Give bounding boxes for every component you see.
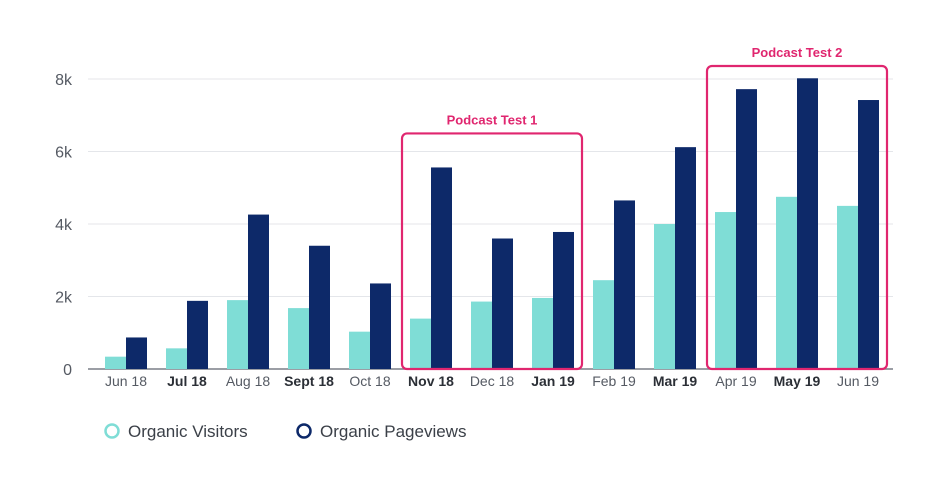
bar-organic-visitors-jan-19: [532, 297, 553, 369]
bar-organic-visitors-oct-18: [349, 331, 370, 369]
y-tick-label: 4k: [55, 217, 73, 234]
x-axis-tick-labels: Jun 18 Jul 18 Aug 18 Sept 18 Oct 18 Nov 18 Dec…: [105, 373, 879, 389]
bar-organic-pageviews-feb-19: [614, 200, 635, 369]
bar-organic-visitors-jun-18: [105, 356, 126, 369]
bar-organic-visitors-jun-19: [837, 205, 858, 369]
legend-marker-icon: [104, 423, 120, 439]
y-tick-label: 8k: [55, 72, 73, 89]
y-tick-label: 0: [63, 362, 72, 379]
x-tick-label: Apr 19: [715, 373, 756, 389]
bar-organic-pageviews-sept-18: [309, 245, 330, 369]
y-tick-label: 2k: [55, 290, 73, 307]
y-axis-tick-labels: 0 2k 4k 6k 8k: [55, 72, 73, 379]
bar-organic-pageviews-mar-19: [675, 147, 696, 369]
bar-organic-pageviews-dec-18: [492, 238, 513, 369]
bar-organic-visitors-aug-18: [227, 300, 248, 369]
legend-label: Organic Pageviews: [320, 422, 466, 441]
podcast-test-label: Podcast Test 1: [447, 112, 538, 127]
x-tick-label: Nov 18: [408, 373, 454, 389]
x-tick-label: Dec 18: [470, 373, 515, 389]
bar-organic-pageviews-jul-18: [187, 300, 208, 369]
bar-organic-visitors-nov-18: [410, 318, 431, 369]
x-tick-label: Jan 19: [531, 373, 575, 389]
x-tick-label: Jun 19: [837, 373, 879, 389]
x-tick-label: Sept 18: [284, 373, 334, 389]
bar-organic-visitors-mar-19: [654, 224, 675, 369]
bar-organic-visitors-sept-18: [288, 308, 309, 369]
x-tick-label: Oct 18: [349, 373, 390, 389]
bar-organic-pageviews-jun-19: [858, 100, 879, 370]
bar-organic-pageviews-apr-19: [736, 89, 757, 370]
bar-organic-visitors-dec-18: [471, 301, 492, 369]
bar-organic-pageviews-oct-18: [370, 283, 391, 369]
x-tick-label: Feb 19: [592, 373, 636, 389]
bar-organic-visitors-jul-18: [166, 348, 187, 369]
bar-organic-visitors-feb-19: [593, 280, 614, 369]
x-tick-label: Aug 18: [226, 373, 271, 389]
annotation-boxes: Podcast Test 1 Podcast Test 2: [400, 45, 889, 371]
legend-label: Organic Visitors: [128, 422, 248, 441]
bar-organic-pageviews-aug-18: [248, 214, 269, 369]
x-tick-label: Jul 18: [167, 373, 207, 389]
bars: [105, 78, 879, 370]
legend-marker-icon: [296, 423, 312, 439]
bar-organic-pageviews-may-19: [797, 78, 818, 370]
podcast-test-box: [705, 64, 889, 371]
x-tick-label: May 19: [774, 373, 821, 389]
y-tick-label: 6k: [55, 145, 73, 162]
podcast-test-box: [400, 132, 584, 371]
x-tick-label: Jun 18: [105, 373, 147, 389]
bar-organic-visitors-may-19: [776, 196, 797, 369]
legend: Organic Visitors Organic Pageviews: [104, 422, 466, 441]
bar-organic-pageviews-jan-19: [553, 231, 574, 369]
bar-organic-pageviews-nov-18: [431, 167, 452, 369]
x-tick-label: Mar 19: [653, 373, 698, 389]
bar-organic-visitors-apr-19: [715, 212, 736, 369]
bar-organic-pageviews-jun-18: [126, 337, 147, 369]
podcast-test-label: Podcast Test 2: [752, 45, 843, 60]
